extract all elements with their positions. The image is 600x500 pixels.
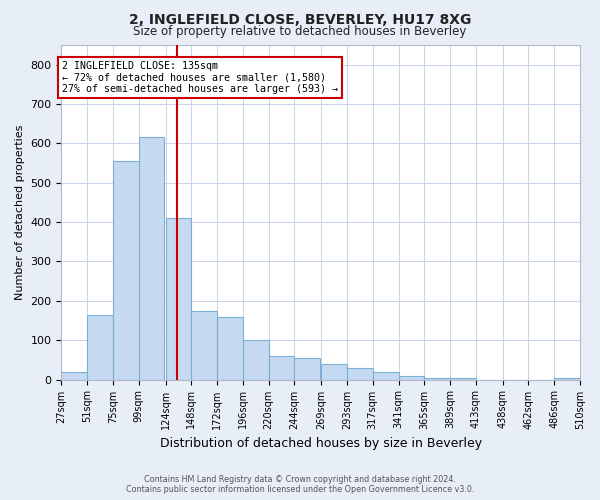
Bar bbox=[450, 378, 476, 380]
Text: Contains HM Land Registry data © Crown copyright and database right 2024.
Contai: Contains HM Land Registry data © Crown c… bbox=[126, 474, 474, 494]
Bar bbox=[87, 314, 113, 380]
Text: Size of property relative to detached houses in Beverley: Size of property relative to detached ho… bbox=[133, 25, 467, 38]
Bar bbox=[295, 358, 320, 380]
Y-axis label: Number of detached properties: Number of detached properties bbox=[15, 124, 25, 300]
X-axis label: Distribution of detached houses by size in Beverley: Distribution of detached houses by size … bbox=[160, 437, 482, 450]
Bar bbox=[398, 376, 424, 380]
Bar bbox=[61, 372, 87, 380]
Bar bbox=[347, 368, 373, 380]
Bar bbox=[373, 372, 398, 380]
Bar bbox=[424, 378, 450, 380]
Text: 2, INGLEFIELD CLOSE, BEVERLEY, HU17 8XG: 2, INGLEFIELD CLOSE, BEVERLEY, HU17 8XG bbox=[129, 12, 471, 26]
Bar bbox=[113, 161, 139, 380]
Bar bbox=[554, 378, 580, 380]
Bar bbox=[321, 364, 347, 380]
Bar bbox=[139, 138, 164, 380]
Text: 2 INGLEFIELD CLOSE: 135sqm
← 72% of detached houses are smaller (1,580)
27% of s: 2 INGLEFIELD CLOSE: 135sqm ← 72% of deta… bbox=[62, 60, 338, 94]
Bar bbox=[191, 310, 217, 380]
Bar bbox=[243, 340, 269, 380]
Bar bbox=[166, 218, 191, 380]
Bar bbox=[269, 356, 295, 380]
Bar bbox=[217, 316, 243, 380]
